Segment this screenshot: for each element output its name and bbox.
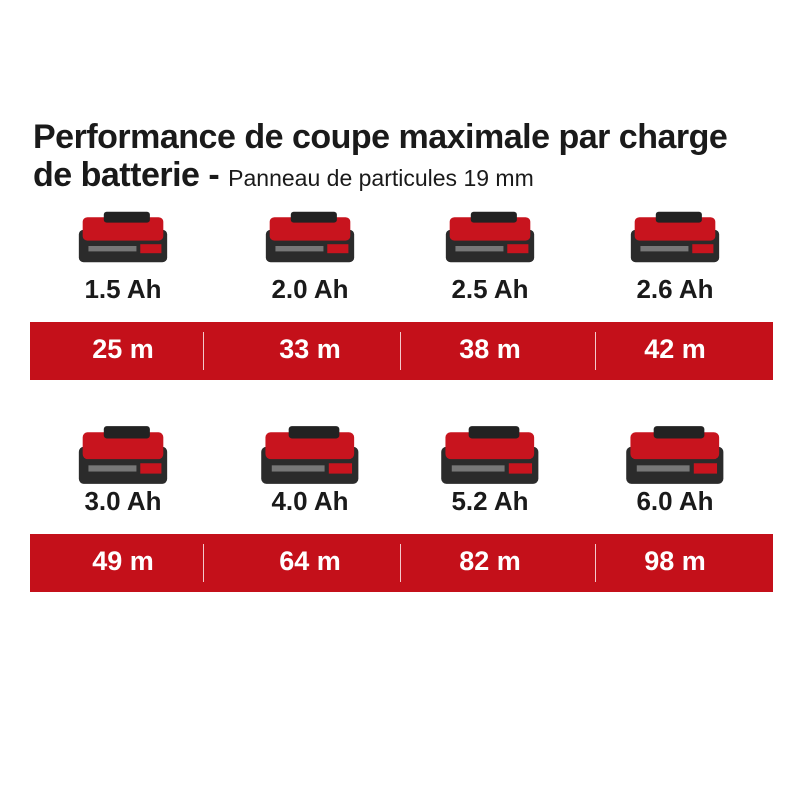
battery-image	[627, 210, 723, 264]
battery-latch	[470, 211, 517, 223]
capacity-label: 1.5 Ah	[84, 274, 162, 304]
battery-badge	[140, 244, 162, 254]
capacity-label: 6.0 Ah	[636, 486, 714, 516]
capacity-label: 2.6 Ah	[636, 274, 714, 304]
battery-icon	[265, 211, 355, 263]
battery-image	[442, 210, 538, 264]
title-text: Performance de coupe maximale par charge…	[33, 118, 728, 194]
separator	[203, 544, 204, 582]
battery-label	[88, 465, 137, 472]
battery-label	[271, 465, 325, 472]
battery-badge	[692, 244, 714, 254]
title: Performance de coupe maximale par charge…	[33, 118, 773, 197]
capacity-label: 2.0 Ah	[271, 274, 349, 304]
capacity-label: 2.5 Ah	[451, 274, 529, 304]
distance-label: 42 m	[644, 334, 706, 364]
battery-latch	[653, 426, 705, 439]
distance-label: 25 m	[92, 334, 154, 364]
distance-label: 49 m	[92, 546, 154, 576]
battery-badge	[328, 463, 353, 474]
capacity-label: 3.0 Ah	[84, 486, 162, 516]
distance-label: 98 m	[644, 546, 706, 576]
subtitle: Panneau de particules 19 mm	[228, 165, 534, 191]
separator	[595, 332, 596, 370]
battery-image	[75, 210, 171, 264]
battery-icon	[261, 426, 359, 484]
battery-latch	[288, 426, 340, 439]
separator	[595, 544, 596, 582]
battery-top	[82, 432, 164, 460]
battery-image	[437, 424, 543, 486]
battery-image	[75, 424, 171, 486]
battery-icon	[630, 211, 720, 263]
battery-latch	[655, 211, 702, 223]
distance-bar	[30, 322, 773, 380]
battery-top	[265, 432, 355, 460]
battery-top	[634, 217, 716, 241]
battery-label	[640, 246, 689, 252]
distance-label: 82 m	[459, 546, 521, 576]
battery-latch	[103, 211, 150, 223]
separator	[400, 544, 401, 582]
battery-label	[451, 465, 505, 472]
battery-top	[445, 432, 535, 460]
distance-label: 33 m	[279, 334, 341, 364]
separator	[203, 332, 204, 370]
distance-label: 38 m	[459, 334, 521, 364]
battery-badge	[140, 463, 162, 474]
separator	[400, 332, 401, 370]
battery-badge	[327, 244, 349, 254]
battery-image	[257, 424, 363, 486]
battery-badge	[507, 244, 529, 254]
battery-image	[622, 424, 728, 486]
battery-latch	[468, 426, 520, 439]
battery-icon	[626, 426, 724, 484]
battery-label	[275, 246, 324, 252]
battery-icon	[445, 211, 535, 263]
battery-top	[269, 217, 351, 241]
battery-top	[82, 217, 164, 241]
battery-top	[449, 217, 531, 241]
capacity-label: 5.2 Ah	[451, 486, 529, 516]
battery-label	[88, 246, 137, 252]
capacity-label: 4.0 Ah	[271, 486, 349, 516]
battery-latch	[103, 426, 150, 439]
battery-label	[636, 465, 690, 472]
distance-label: 64 m	[279, 546, 341, 576]
battery-icon	[78, 211, 168, 263]
battery-icon	[441, 426, 539, 484]
battery-badge	[508, 463, 533, 474]
battery-image	[262, 210, 358, 264]
distance-bar	[30, 534, 773, 592]
battery-icon	[78, 426, 168, 484]
battery-latch	[290, 211, 337, 223]
battery-top	[630, 432, 720, 460]
battery-badge	[693, 463, 718, 474]
battery-label	[455, 246, 504, 252]
